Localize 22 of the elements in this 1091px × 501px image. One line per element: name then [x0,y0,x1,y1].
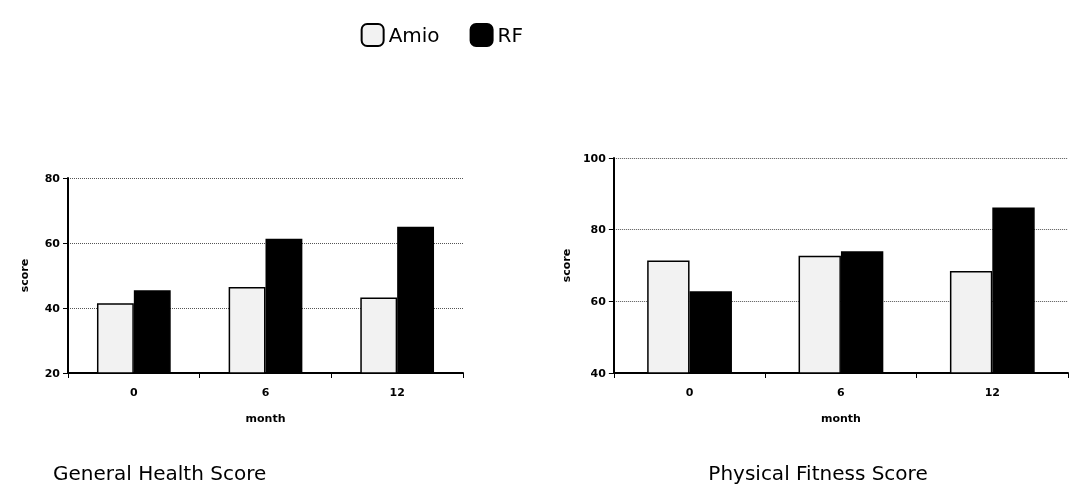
y-tick-label: 80 [590,223,607,237]
text: Physical Fitness Score [708,461,928,485]
x-tick-label: 0 [685,386,694,399]
x-axis-title: month [245,412,286,425]
x-tick-label: 0 [130,386,139,399]
x-tick-label: 6 [837,386,846,399]
legend-label: RF [497,23,524,47]
y-tick-label: 40 [590,366,607,380]
y-tick-label: 20 [44,366,61,380]
x-tick-label: 6 [261,386,270,399]
y-tick-label: 100 [582,151,607,165]
text: General Health Score [53,461,267,485]
y-tick-label: 60 [44,236,61,250]
y-tick-label: 40 [44,301,61,315]
legend-label: Amio [388,23,440,47]
x-tick-label: 12 [389,386,405,399]
y-tick-label: 80 [44,171,61,185]
y-tick-label: 60 [590,294,607,308]
x-tick-label: 12 [984,386,1000,399]
y-axis-title: score [560,248,573,283]
y-axis-title: score [18,258,31,293]
x-axis-title: month [820,412,861,425]
